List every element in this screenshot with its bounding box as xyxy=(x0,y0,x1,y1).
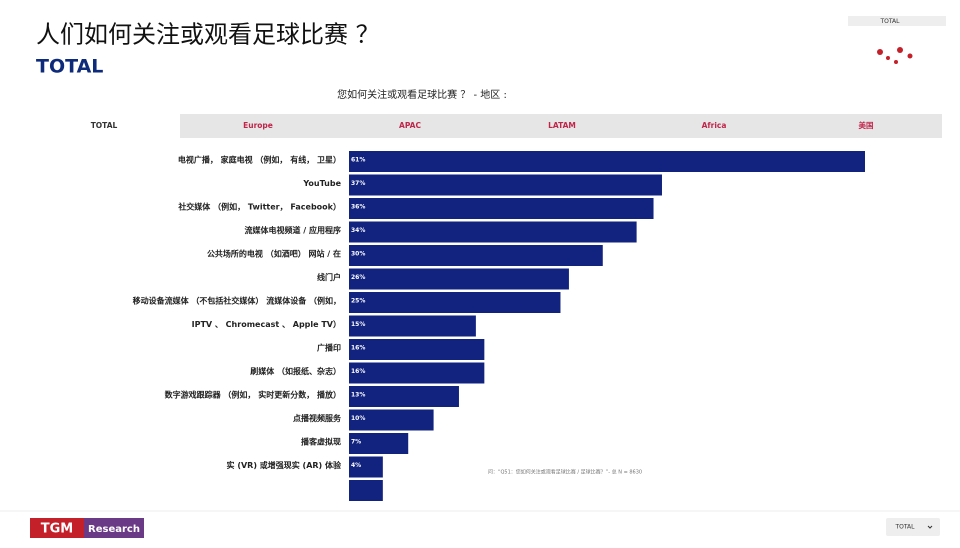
data-label: 4% xyxy=(351,462,361,469)
bar xyxy=(349,362,485,384)
dropdown[interactable] xyxy=(886,518,940,536)
footnote: 问：“Q51：您如何关注或观看足球比赛 / 足球比赛？”- 总 N = 8630 xyxy=(488,469,642,476)
data-label: 34% xyxy=(351,227,365,234)
map-icon xyxy=(877,47,913,64)
bar xyxy=(349,198,654,219)
category-label: 线门户 xyxy=(317,272,341,282)
logo-b: Research xyxy=(88,524,140,535)
category-label: 社交媒体 （例如， Twitter， Facebook） xyxy=(177,202,341,212)
category-label: 流媒体电视频道 / 应用程序 xyxy=(245,225,342,235)
category-label: 电视广播， 家庭电视 （例如， 有线， 卫星） xyxy=(178,155,341,165)
bar xyxy=(349,409,434,431)
data-label: 13% xyxy=(351,392,365,399)
page-title: 人们如何关注或观看足球比赛 ？ xyxy=(36,21,380,49)
data-label: 16% xyxy=(351,345,365,352)
category-label: YouTube xyxy=(302,179,341,188)
badge-bg xyxy=(848,16,946,26)
bar xyxy=(349,221,637,243)
logo-a: TGM xyxy=(41,522,73,537)
bar xyxy=(349,480,383,501)
category-label: 实 (VR) 或增强现实 (AR) 体验 xyxy=(227,460,342,470)
bar xyxy=(349,456,383,478)
bar xyxy=(349,151,865,172)
bar xyxy=(349,339,485,360)
badge: TOTAL xyxy=(879,18,900,25)
category-label: 公共场所的电视 （如酒吧） 网站 / 在 xyxy=(207,249,341,259)
category-label: 移动设备流媒体 （不包括社交媒体） 流媒体设备 （例如， xyxy=(133,296,341,306)
data-label: 16% xyxy=(351,368,365,375)
data-label: 7% xyxy=(351,439,361,446)
tab[interactable]: LATAM xyxy=(548,121,576,130)
data-label: 26% xyxy=(351,274,365,281)
data-label: 37% xyxy=(351,180,365,187)
category-label: 点播视频服务 xyxy=(293,413,342,423)
category-label: IPTV 、 Chromecast 、 Apple TV） xyxy=(192,319,341,329)
bar xyxy=(349,292,561,313)
category-label: 广播印 xyxy=(317,343,341,353)
tab[interactable]: APAC xyxy=(399,121,421,130)
category-label: 刷媒体 （如报纸、杂志） xyxy=(249,366,341,376)
bar xyxy=(349,315,476,337)
tab[interactable]: Europe xyxy=(243,121,273,130)
logo-a-bg xyxy=(30,518,84,538)
dropdown-label[interactable]: TOTAL xyxy=(894,524,915,531)
chart-title: 您如何关注或观看足球比赛 ？ - 地区 : xyxy=(337,88,507,101)
bar xyxy=(349,433,409,454)
data-label: 36% xyxy=(351,204,365,211)
data-label: 61% xyxy=(351,157,365,164)
category-label: 播客虚拟现 xyxy=(301,437,341,447)
bar xyxy=(349,174,662,196)
page-subtitle: TOTAL xyxy=(36,56,103,78)
data-label: 30% xyxy=(351,251,365,258)
logo-b-bg xyxy=(84,518,144,538)
data-label: 15% xyxy=(351,321,365,328)
tab[interactable]: 美国 xyxy=(859,120,874,130)
tab-active[interactable] xyxy=(30,114,180,138)
bar xyxy=(349,268,569,290)
data-label: 10% xyxy=(351,415,365,422)
tab-bar xyxy=(30,114,942,138)
data-label: 25% xyxy=(351,298,365,305)
tab[interactable]: TOTAL xyxy=(91,121,118,130)
bar xyxy=(349,386,459,407)
bar xyxy=(349,245,603,266)
dropdown-caret xyxy=(927,525,933,529)
tab[interactable]: Africa xyxy=(702,121,727,130)
category-label: 数字游戏跟踪器 （例如， 实时更新分数， 播放） xyxy=(165,390,341,400)
